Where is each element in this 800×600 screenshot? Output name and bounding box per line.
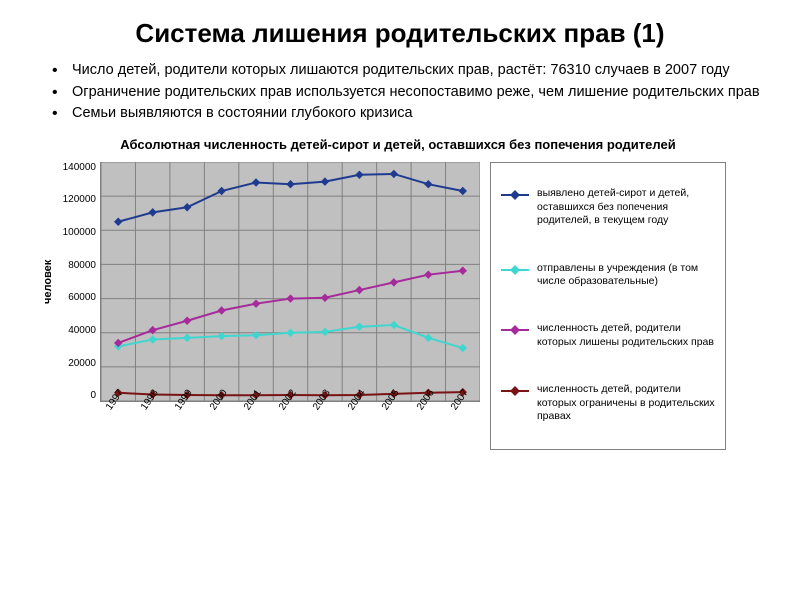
legend-item: выявлено детей-сирот и детей, оставшихся… (501, 187, 715, 227)
legend-swatch (501, 190, 529, 200)
ytick: 40000 (54, 325, 96, 336)
legend-label: численность детей, родители которых огра… (537, 383, 715, 423)
bullet-list: Число детей, родители которых лишаются р… (52, 61, 772, 123)
page-title: Система лишения родительских прав (1) (28, 18, 772, 49)
legend-label: численность детей, родители которых лише… (537, 322, 715, 349)
y-axis-ticks: 140000 120000 100000 80000 60000 40000 2… (54, 162, 100, 402)
bullet-item: Семьи выявляются в состоянии глубокого к… (52, 104, 772, 123)
ytick: 20000 (54, 358, 96, 369)
y-axis-label: человек (38, 162, 54, 402)
ytick: 100000 (54, 227, 96, 238)
x-axis-ticks: 1997 1998 1999 2000 2001 2002 2003 2004 … (100, 402, 480, 417)
legend-item: численность детей, родители которых огра… (501, 383, 715, 423)
plot-area (100, 162, 480, 402)
ytick: 140000 (54, 162, 96, 173)
bullet-item: Ограничение родительских прав использует… (52, 83, 772, 102)
ytick: 0 (54, 390, 96, 401)
ytick: 80000 (54, 260, 96, 271)
legend-swatch (501, 325, 529, 335)
legend-item: отправлены в учреждения (в том числе обр… (501, 262, 715, 289)
legend-label: выявлено детей-сирот и детей, оставшихся… (537, 187, 715, 227)
ytick: 60000 (54, 292, 96, 303)
bullet-item: Число детей, родители которых лишаются р… (52, 61, 772, 80)
legend-swatch (501, 265, 529, 275)
ytick: 120000 (54, 194, 96, 205)
legend-swatch (501, 386, 529, 396)
chart-title: Абсолютная численность детей-сирот и дет… (38, 137, 758, 154)
chart-legend: выявлено детей-сирот и детей, оставшихся… (490, 162, 726, 450)
legend-label: отправлены в учреждения (в том числе обр… (537, 262, 715, 289)
chart-figure: Абсолютная численность детей-сирот и дет… (38, 137, 758, 450)
legend-item: численность детей, родители которых лише… (501, 322, 715, 349)
